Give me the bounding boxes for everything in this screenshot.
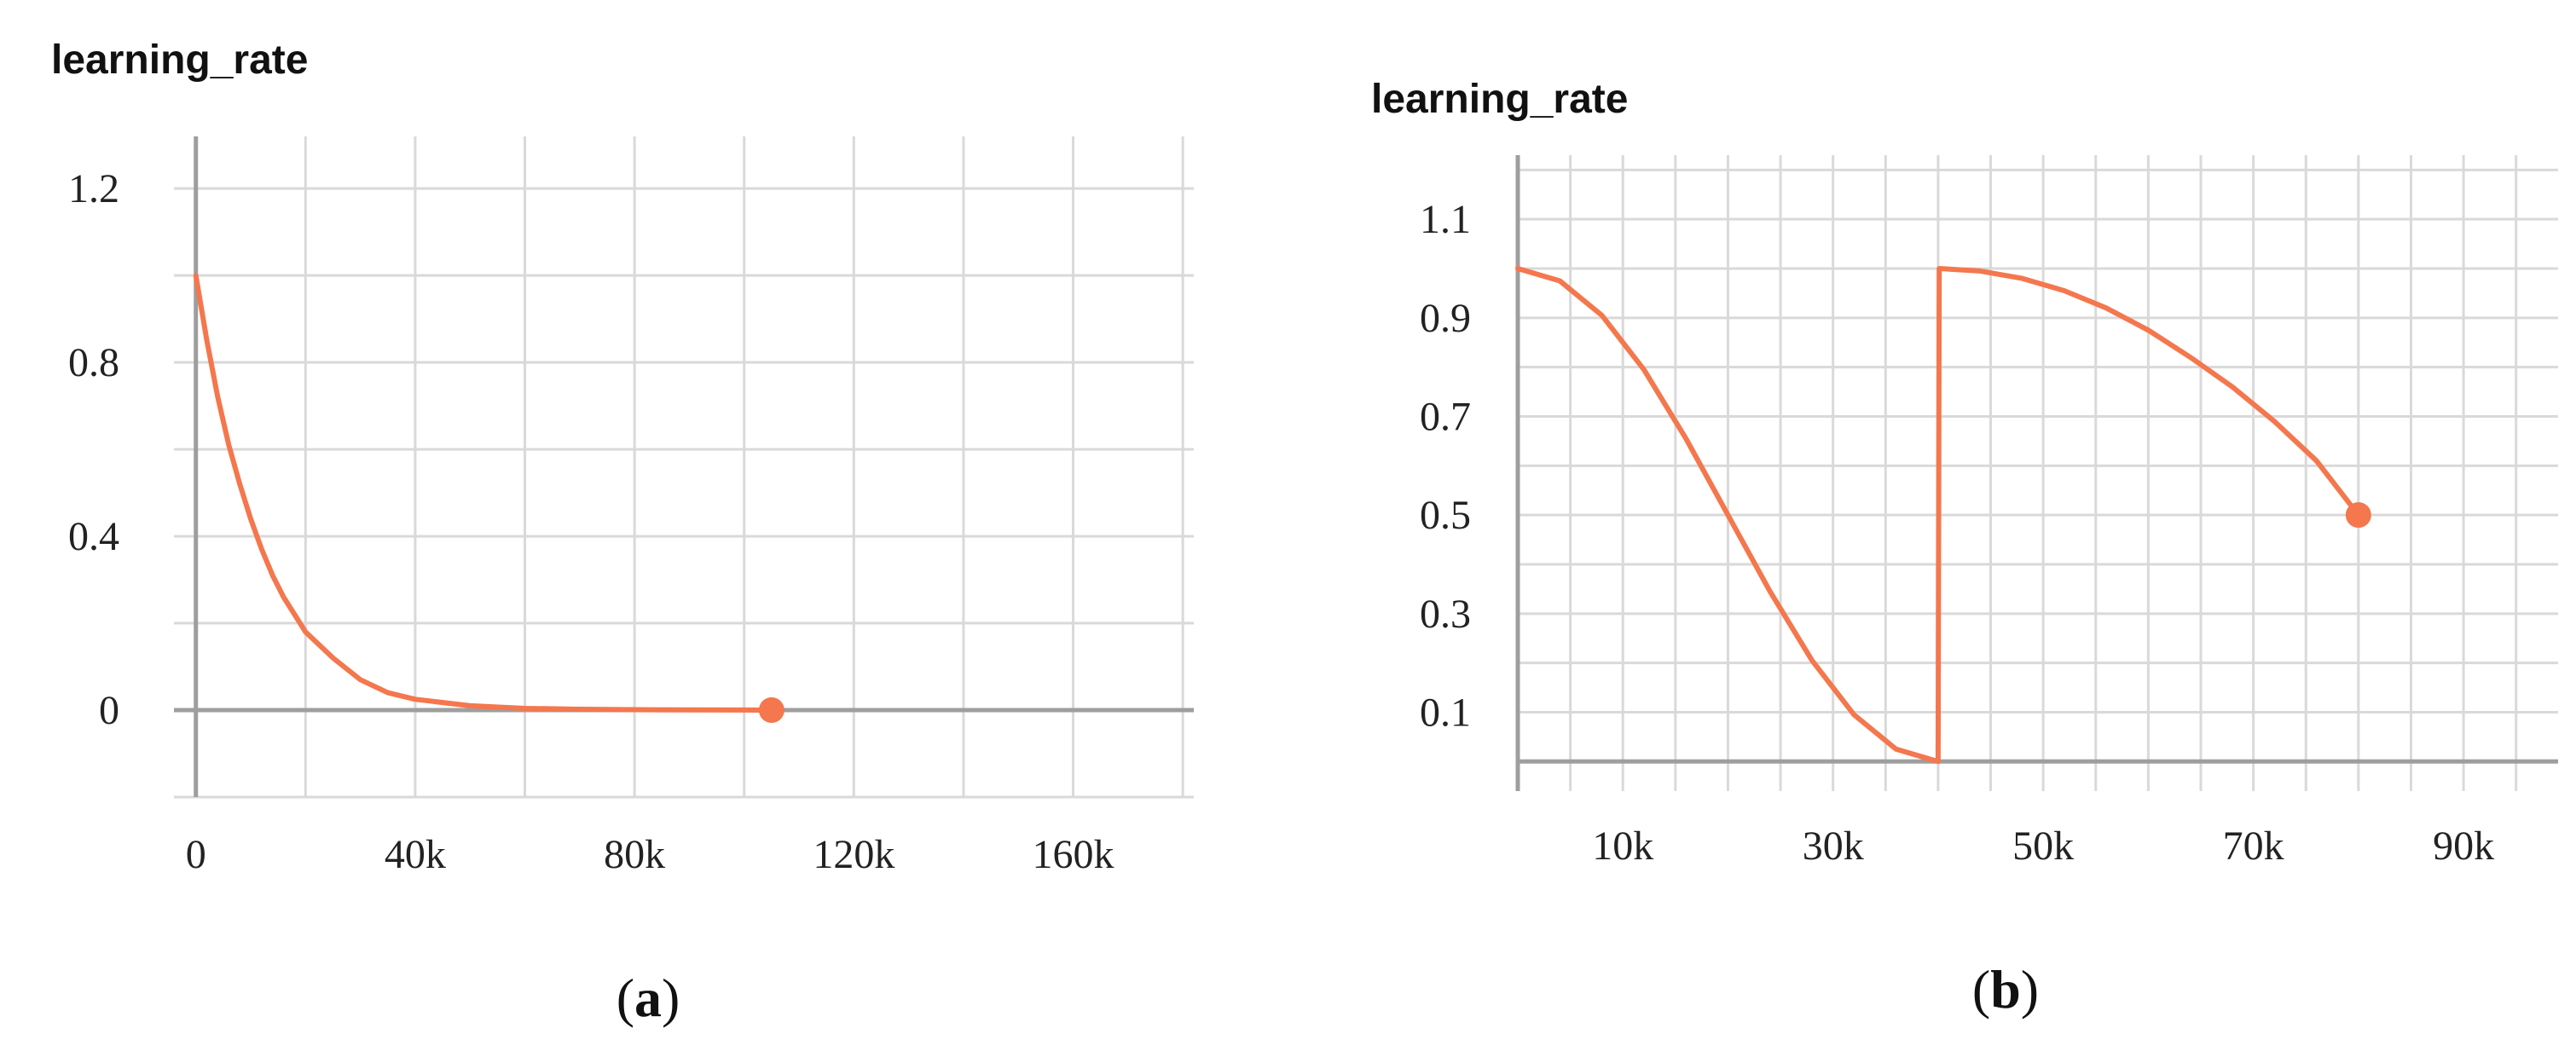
chart-panel-a: learning_rate 0 0.4 0.8 1.2 0 40k 80k 120k 160k…	[0, 0, 1279, 1040]
chart-a-x-tick-label: 160k	[1033, 832, 1114, 877]
chart-a-x-tick-label: 40k	[385, 832, 446, 877]
chart-b-title: learning_rate	[1371, 77, 1628, 122]
chart-panel-b: learning_rate 0.1 0.3 0.5 0.7 0.9 1.1 10k 30k 5…	[1279, 0, 2576, 1040]
chart-a: learning_rate 0 0.4 0.8 1.2 0 40k 80k 120k 160k…	[51, 38, 1194, 1028]
chart-a-title: learning_rate	[51, 38, 308, 83]
chart-b-y-tick-label: 0.1	[1420, 690, 1471, 735]
chart-b-y-tick-label: 0.7	[1420, 394, 1471, 439]
chart-a-grid	[174, 136, 1194, 799]
chart-a-x-ticks: 0 40k 80k 120k 160k	[186, 832, 1114, 877]
chart-b-y-tick-label: 0.3	[1420, 592, 1471, 637]
chart-a-x-tick-label: 80k	[604, 832, 665, 877]
chart-b-x-tick-label: 30k	[1803, 823, 1864, 869]
chart-a-y-tick-label: 0.4	[68, 514, 119, 559]
chart-a-y-tick-label: 1.2	[68, 166, 119, 211]
chart-a-y-tick-label: 0.8	[68, 340, 119, 385]
chart-b-y-ticks: 0.1 0.3 0.5 0.7 0.9 1.1	[1420, 197, 1471, 735]
chart-b-x-ticks: 10k 30k 50k 70k 90k	[1592, 823, 2494, 869]
chart-b-caption: (b)	[1972, 959, 2039, 1020]
chart-b-series	[1515, 266, 2371, 765]
chart-a-end-point	[758, 696, 784, 723]
chart-a-x-tick-label: 120k	[813, 832, 894, 877]
chart-b-x-tick-label: 10k	[1592, 823, 1653, 869]
chart-b-y-tick-label: 0.9	[1420, 296, 1471, 341]
chart-a-x-tick-label: 0	[186, 832, 206, 877]
chart-b-x-tick-label: 70k	[2223, 823, 2284, 869]
chart-a-caption: (a)	[617, 968, 680, 1028]
chart-b-series-line	[1515, 266, 2361, 765]
chart-b: learning_rate 0.1 0.3 0.5 0.7 0.9 1.1 10k 30k 5…	[1371, 77, 2558, 1020]
chart-b-x-tick-label: 90k	[2433, 823, 2494, 869]
chart-b-y-tick-label: 1.1	[1420, 197, 1471, 242]
chart-a-y-ticks: 0 0.4 0.8 1.2	[68, 166, 119, 733]
chart-b-y-tick-label: 0.5	[1420, 493, 1471, 538]
chart-a-y-tick-label: 0	[99, 688, 119, 733]
chart-b-axes	[1515, 155, 2558, 791]
chart-b-grid	[1516, 155, 2558, 791]
chart-a-axes	[174, 136, 1194, 797]
chart-a-series-line	[193, 273, 774, 713]
chart-b-end-point	[2345, 502, 2371, 529]
chart-b-x-tick-label: 50k	[2012, 823, 2074, 869]
chart-a-series	[193, 273, 784, 723]
